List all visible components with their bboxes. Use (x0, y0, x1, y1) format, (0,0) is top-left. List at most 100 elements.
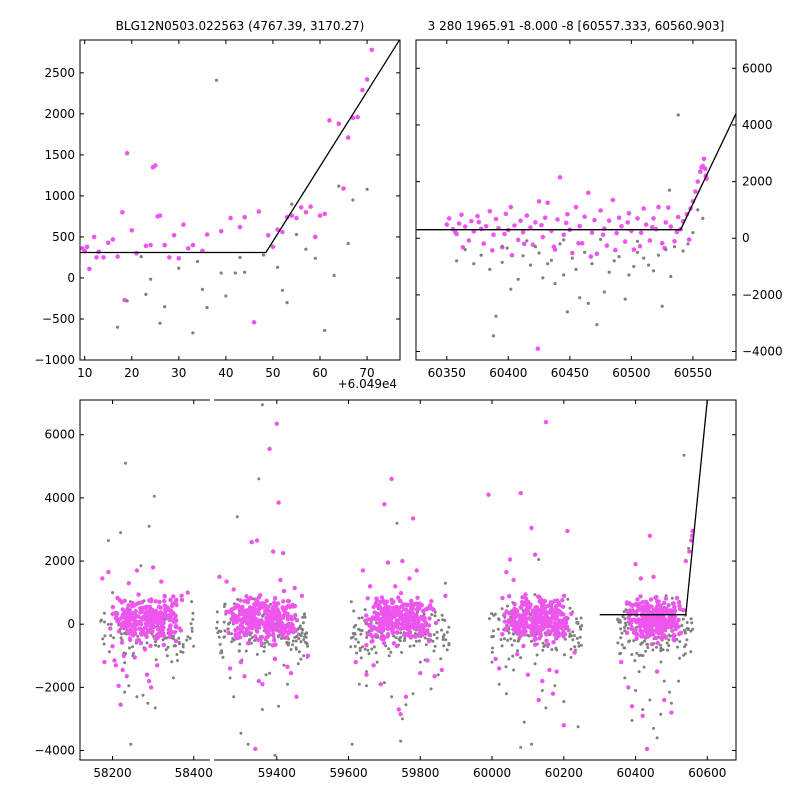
gray-point (323, 328, 327, 333)
magenta-point (245, 598, 251, 603)
gray-point (550, 648, 554, 652)
gray-point (304, 247, 308, 251)
gray-point (109, 622, 113, 626)
magenta-point (292, 585, 297, 591)
y-tick-label: 0 (742, 231, 750, 245)
gray-point (306, 644, 310, 648)
gray-point (573, 645, 577, 649)
gray-point (639, 642, 643, 646)
gray-point (617, 255, 621, 259)
magenta-point (134, 568, 140, 573)
gray-point (530, 639, 533, 643)
gray-point (424, 643, 428, 647)
magenta-point (374, 596, 379, 601)
gray-point (519, 745, 523, 749)
magenta-point (566, 628, 571, 633)
magenta-point (487, 209, 493, 214)
gray-point (577, 641, 581, 645)
magenta-point (626, 685, 631, 690)
magenta-point (96, 249, 102, 254)
y-tick-label: 0 (67, 617, 75, 631)
magenta-point (539, 616, 545, 621)
magenta-point (389, 476, 394, 482)
magenta-point (226, 630, 231, 636)
magenta-point (274, 614, 280, 619)
magenta-point (382, 600, 387, 605)
magenta-point (152, 618, 158, 624)
magenta-point (453, 230, 458, 235)
magenta-point (625, 220, 630, 225)
magenta-point (562, 621, 567, 626)
magenta-point (177, 626, 182, 631)
magenta-point (264, 598, 269, 603)
gray-point (411, 692, 415, 696)
y-tick-label: 6000 (742, 61, 773, 75)
gray-point (109, 634, 113, 638)
gray-point (522, 720, 526, 724)
gray-point (651, 269, 656, 273)
gray-point (437, 618, 440, 622)
magenta-point (271, 549, 276, 554)
magenta-point (552, 632, 557, 637)
gray-point (497, 617, 500, 621)
gray-point (689, 617, 693, 621)
magenta-point (313, 234, 318, 240)
magenta-point (557, 175, 563, 180)
magenta-point (516, 628, 522, 633)
magenta-point (280, 623, 285, 628)
magenta-point (284, 634, 289, 640)
magenta-point (429, 599, 434, 604)
magenta-point (414, 568, 419, 573)
y-tick-label: 1000 (44, 189, 75, 203)
magenta-point (246, 641, 251, 646)
gray-point (681, 617, 685, 621)
gray-point (566, 597, 570, 601)
gray-point (223, 629, 227, 633)
gray-point (253, 639, 257, 642)
gray-point (337, 184, 341, 188)
magenta-point (244, 626, 250, 632)
gray-point (500, 607, 504, 611)
magenta-point (120, 607, 125, 612)
gray-point (624, 623, 628, 627)
magenta-point (136, 592, 141, 597)
magenta-point (114, 611, 120, 617)
magenta-point (432, 674, 437, 679)
magenta-point (462, 224, 468, 229)
magenta-point (598, 208, 603, 213)
magenta-point (322, 211, 328, 217)
magenta-point (143, 625, 148, 630)
magenta-point (547, 667, 552, 673)
magenta-point (380, 609, 385, 614)
gray-point (618, 619, 622, 622)
magenta-point (562, 631, 567, 637)
gray-point (490, 650, 494, 654)
gray-point (691, 231, 695, 235)
gray-point (302, 638, 306, 642)
gray-point (553, 281, 557, 286)
magenta-point (127, 631, 133, 636)
magenta-point (163, 612, 168, 618)
gray-point (228, 621, 232, 625)
magenta-point (273, 596, 278, 601)
magenta-point (460, 245, 466, 250)
gray-point (677, 679, 681, 683)
data-points (416, 113, 736, 352)
gray-point (541, 641, 545, 645)
magenta-point (218, 228, 224, 234)
magenta-point (491, 232, 496, 238)
gray-point (136, 634, 140, 638)
magenta-point (509, 252, 515, 258)
magenta-point (118, 621, 124, 627)
magenta-point (382, 502, 387, 507)
magenta-point (548, 607, 554, 612)
gray-point (389, 650, 393, 654)
magenta-point (662, 617, 667, 623)
magenta-point (650, 620, 655, 625)
magenta-point (518, 218, 523, 223)
magenta-point (294, 618, 300, 623)
magenta-point (570, 250, 575, 256)
magenta-point (133, 631, 138, 636)
magenta-point (537, 636, 542, 641)
magenta-point (500, 595, 505, 601)
